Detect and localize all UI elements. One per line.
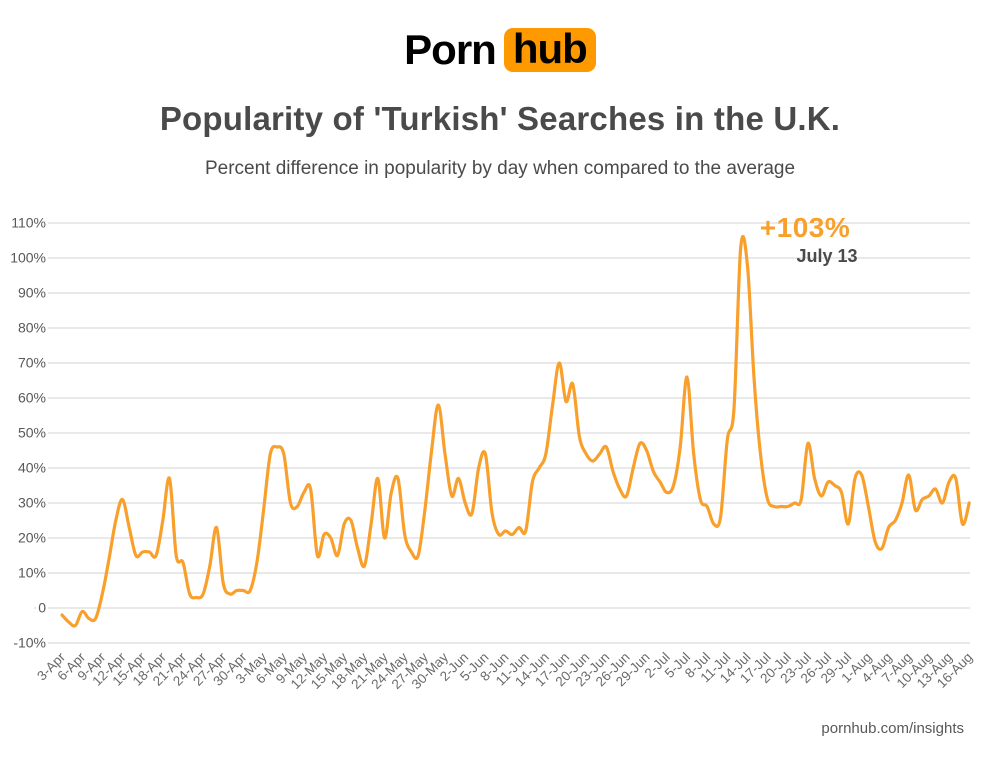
y-tick-label: 80% [18,320,46,336]
pornhub-logo: Porn hub [0,28,1000,72]
y-tick-label: 40% [18,460,46,476]
annotation-value: +103% [759,212,851,243]
y-tick-label: 100% [10,250,46,266]
y-tick-label: 50% [18,425,46,441]
page-title: Popularity of 'Turkish' Searches in the … [159,100,841,137]
logo-text-porn: Porn [404,26,497,73]
footer-link: pornhub.com/insights [821,720,964,737]
x-tick-labels: 3-Apr6-Apr9-Apr12-Apr15-Apr18-Apr21-Apr2… [34,649,975,692]
y-tick-label: 0 [38,600,46,616]
y-tick-label: 70% [18,355,46,371]
y-gridlines [34,222,970,644]
chart-area: 110% 100% 90% 80% 70% 60% 50% 40% 30% 20% 10% 0 -10%… [0,195,1000,710]
y-tick-label: 60% [18,390,46,406]
y-tick-label: 90% [18,285,46,301]
popularity-line-chart: 110% 100% 90% 80% 70% 60% 50% 40% 30% 20% 10% 0 -10%… [8,212,976,692]
logo-text-hub: hub [503,28,596,72]
y-tick-label: 30% [18,495,46,511]
annotation-date: July 13 [796,246,858,266]
y-tick-label: 20% [18,530,46,546]
y-tick-labels: 110% 100% 90% 80% 70% 60% 50% 40% 30% 20% 10% 0 -10% [8,212,49,653]
page-subtitle: Percent difference in popularity by day … [204,158,796,179]
y-tick-label: 110% [11,215,46,231]
series-line [60,234,971,628]
y-tick-label: -10% [13,635,46,651]
y-tick-label: 10% [18,565,46,581]
